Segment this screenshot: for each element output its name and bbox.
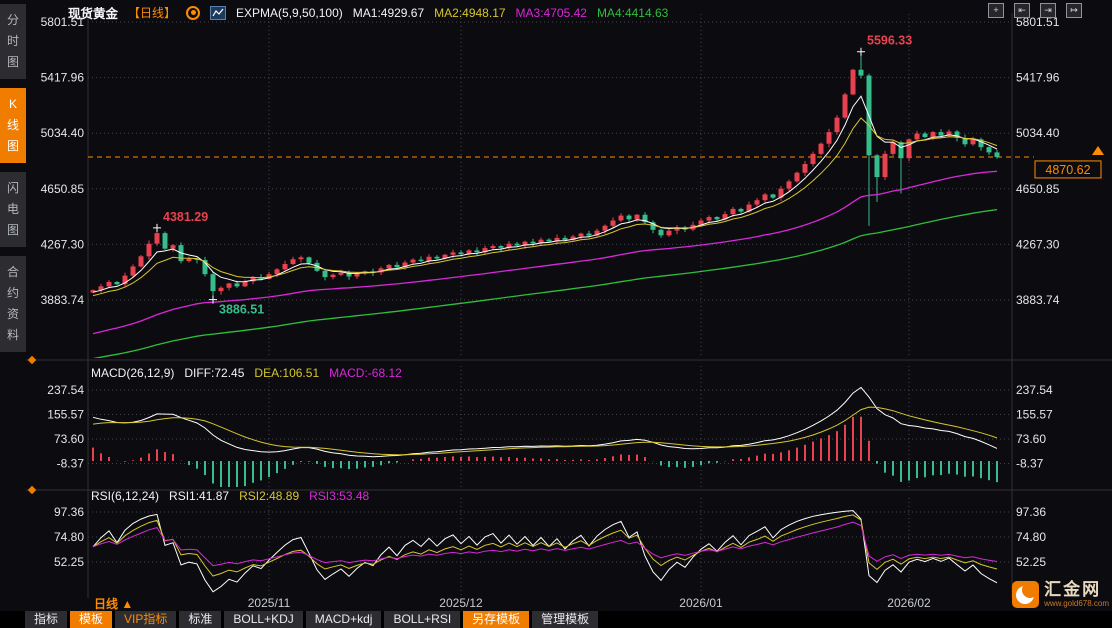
current-price-label: 4870.62 bbox=[1034, 145, 1104, 179]
svg-text:3886.51: 3886.51 bbox=[219, 303, 264, 317]
svg-text:3883.74: 3883.74 bbox=[1016, 293, 1060, 307]
chart-canvas[interactable]: 5801.51 5801.51 5417.96 5417.96 5034.40 5034.… bbox=[26, 0, 1112, 628]
chart-header: 现货黄金 【日线】 EXPMA(5,9,50,100) MA1:4929.67 … bbox=[68, 3, 668, 22]
rsi2-value: RSI2:48.89 bbox=[239, 489, 300, 503]
macd-dea-value: DEA:106.51 bbox=[254, 366, 320, 380]
x-axis-labels: 2025/11 2025/12 2026/01 2026/02 bbox=[248, 596, 931, 610]
svg-text:2026/01: 2026/01 bbox=[679, 596, 723, 610]
macd-params: MACD(26,12,9) bbox=[91, 366, 175, 380]
brand-logo: 汇金网 www.gold678.com bbox=[1012, 581, 1109, 608]
svg-text:5034.40: 5034.40 bbox=[41, 126, 85, 140]
svg-text:5417.96: 5417.96 bbox=[1016, 71, 1060, 85]
svg-text:155.57: 155.57 bbox=[1016, 408, 1053, 422]
svg-text:2025/11: 2025/11 bbox=[248, 596, 291, 610]
svg-text:74.80: 74.80 bbox=[1016, 530, 1046, 544]
bottom-tab-macd-kdj[interactable]: MACD+kdj bbox=[305, 611, 382, 628]
svg-text:52.25: 52.25 bbox=[1016, 555, 1046, 569]
indicator-chart-icon[interactable] bbox=[210, 5, 227, 20]
svg-text:3883.74: 3883.74 bbox=[41, 293, 85, 307]
macd-diff-value: DIFF:72.45 bbox=[184, 366, 245, 380]
svg-text:5417.96: 5417.96 bbox=[41, 71, 85, 85]
bottom-tab-vip-indicators[interactable]: VIP指标 bbox=[115, 611, 177, 628]
svg-text:5801.51: 5801.51 bbox=[1016, 15, 1060, 29]
svg-text:52.25: 52.25 bbox=[54, 555, 84, 569]
macd-header: MACD(26,12,9) DIFF:72.45 DEA:106.51 MACD… bbox=[91, 366, 402, 380]
pan-left-icon[interactable]: ⇤ bbox=[1014, 3, 1030, 18]
brand-name: 汇金网 bbox=[1044, 580, 1102, 599]
svg-text:4267.30: 4267.30 bbox=[41, 237, 85, 251]
ma4-value: MA4:4414.63 bbox=[596, 5, 669, 20]
rsi-params: RSI(6,12,24) bbox=[91, 489, 160, 503]
bottom-tab-manage-templates[interactable]: 管理模板 bbox=[532, 611, 599, 628]
expma-label: EXPMA(5,9,50,100) bbox=[236, 5, 343, 20]
symbol-name: 现货黄金 bbox=[68, 7, 119, 21]
svg-text:73.60: 73.60 bbox=[54, 432, 84, 446]
svg-text:73.60: 73.60 bbox=[1016, 432, 1046, 446]
svg-text:237.54: 237.54 bbox=[47, 383, 84, 397]
ma2-value: MA2:4948.17 bbox=[434, 5, 506, 20]
brand-logo-icon bbox=[1012, 581, 1040, 608]
bottom-tab-boll-rsi[interactable]: BOLL+RSI bbox=[384, 611, 461, 628]
pan-right-icon[interactable]: ⇥ bbox=[1040, 3, 1056, 18]
period-tag[interactable]: 【日线】 bbox=[128, 6, 177, 20]
crosshair-icon[interactable]: + bbox=[988, 3, 1004, 18]
period-selector[interactable]: 日线 ▲ bbox=[94, 595, 133, 612]
bottom-toolbar: 指标 模板 VIP指标 标准 BOLL+KDJ MACD+kdj BOLL+RSI 另存模板管… bbox=[0, 611, 1112, 628]
svg-text:155.57: 155.57 bbox=[47, 408, 84, 422]
svg-text:-8.37: -8.37 bbox=[57, 457, 85, 471]
svg-text:4381.29: 4381.29 bbox=[163, 210, 208, 224]
expma-lines bbox=[92, 95, 998, 358]
svg-text:5801.51: 5801.51 bbox=[41, 15, 85, 29]
rsi-layer bbox=[92, 510, 998, 593]
svg-text:5596.33: 5596.33 bbox=[867, 34, 912, 48]
settings-icon[interactable] bbox=[186, 5, 201, 20]
svg-text:97.36: 97.36 bbox=[1016, 505, 1046, 519]
svg-text:237.54: 237.54 bbox=[1016, 383, 1053, 397]
bottom-tab-indicators[interactable]: 指标 bbox=[25, 611, 68, 628]
svg-text:74.80: 74.80 bbox=[54, 530, 84, 544]
svg-text:4870.62: 4870.62 bbox=[1045, 163, 1090, 177]
sidebar-item-flash-chart[interactable]: 闪电图 bbox=[0, 172, 26, 247]
rsi3-value: RSI3:53.48 bbox=[309, 489, 370, 503]
axis-labels: 5801.51 5801.51 5417.96 5417.96 5034.40 5034.… bbox=[41, 15, 1060, 569]
svg-text:4267.30: 4267.30 bbox=[1016, 237, 1060, 251]
svg-text:5034.40: 5034.40 bbox=[1016, 126, 1060, 140]
rsi-header: RSI(6,12,24) RSI1:41.87 RSI2:48.89 RSI3:… bbox=[91, 489, 369, 503]
bottom-tab-boll-kdj[interactable]: BOLL+KDJ bbox=[224, 611, 303, 628]
svg-text:-8.37: -8.37 bbox=[1016, 457, 1044, 471]
svg-text:4650.85: 4650.85 bbox=[41, 182, 85, 196]
brand-logo-text: 汇金网 www.gold678.com bbox=[1044, 581, 1109, 608]
bottom-tab-save-template[interactable]: 另存模板 bbox=[463, 611, 530, 628]
period-selector-label: 日线 bbox=[94, 597, 119, 611]
ma1-value: MA1:4929.67 bbox=[352, 5, 425, 20]
svg-text:97.36: 97.36 bbox=[54, 505, 84, 519]
ma3-value: MA3:4705.42 bbox=[515, 5, 587, 20]
sidebar-item-contract-info[interactable]: 合约资料 bbox=[0, 256, 26, 352]
grid-layer bbox=[26, 13, 1112, 598]
svg-text:4650.85: 4650.85 bbox=[1016, 182, 1060, 196]
bottom-tab-standard[interactable]: 标准 bbox=[179, 611, 222, 628]
jump-latest-icon[interactable]: ↦ bbox=[1066, 3, 1082, 18]
sidebar-item-time-share-chart[interactable]: 分时图 bbox=[0, 4, 26, 79]
svg-text:2025/12: 2025/12 bbox=[439, 596, 483, 610]
annotations-layer: 4381.29 3886.51 5596.33 bbox=[153, 34, 912, 317]
candles-layer bbox=[90, 51, 1000, 300]
svg-text:2026/02: 2026/02 bbox=[887, 596, 931, 610]
chevron-up-icon: ▲ bbox=[121, 597, 134, 611]
bottom-tab-templates[interactable]: 模板 bbox=[70, 611, 113, 628]
macd-layer bbox=[92, 386, 998, 487]
rsi1-value: RSI1:41.87 bbox=[169, 489, 230, 503]
macd-macd-value: MACD:-68.12 bbox=[329, 366, 402, 380]
chart-toolbar: + ⇤ ⇥ ↦ bbox=[988, 3, 1082, 18]
brand-url: www.gold678.com bbox=[1044, 599, 1109, 608]
